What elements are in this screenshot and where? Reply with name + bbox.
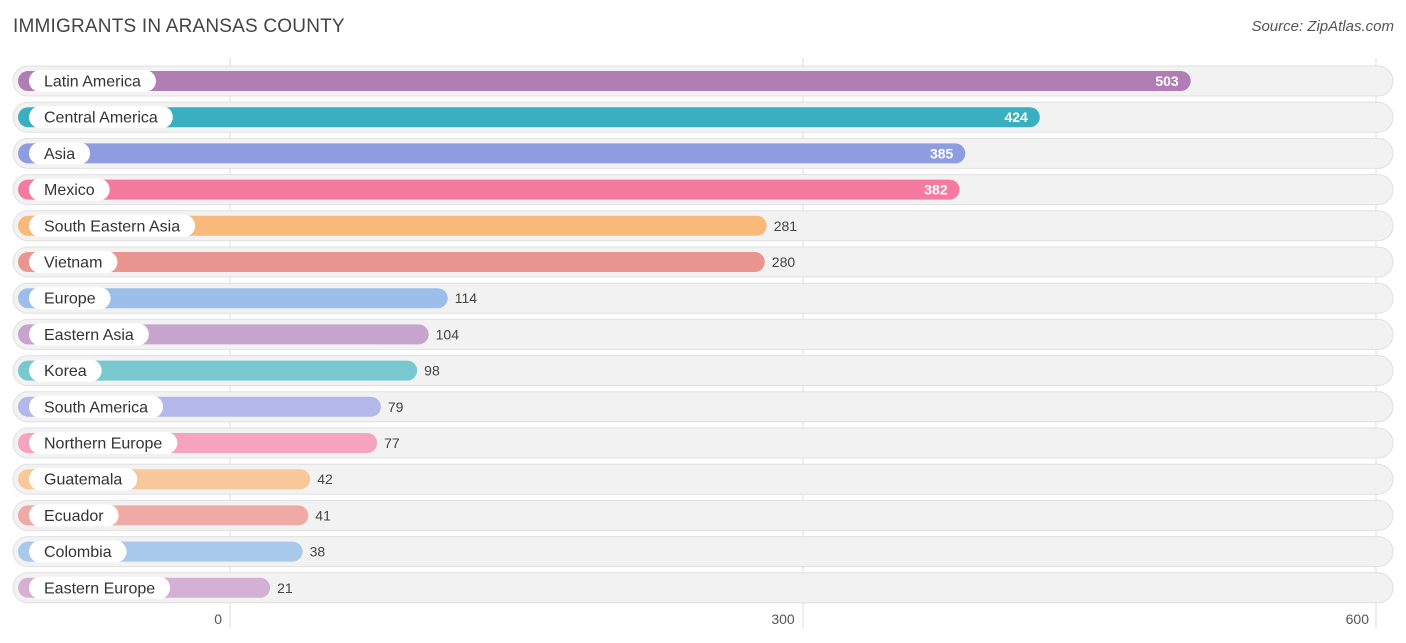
bar-row: Korea 98 xyxy=(12,355,1394,387)
x-tick-label: 0 xyxy=(214,611,222,627)
bar xyxy=(18,143,966,164)
value-label: 38 xyxy=(310,544,326,560)
label-pill xyxy=(29,214,196,237)
bar-row: South Eastern Asia 281 xyxy=(12,210,1394,242)
x-tick-label: 600 xyxy=(1346,611,1370,627)
category-label: Asia xyxy=(44,146,75,163)
bar-row: Eastern Europe 21 xyxy=(12,572,1394,604)
value-label: 114 xyxy=(455,290,478,306)
value-label: 281 xyxy=(774,218,798,234)
bar-row: Central America 424 xyxy=(12,101,1394,133)
value-label: 503 xyxy=(1155,73,1179,89)
bar-row: Europe 114 xyxy=(12,282,1394,314)
value-label: 42 xyxy=(317,471,333,487)
category-label: Central America xyxy=(44,110,158,127)
bar-track xyxy=(12,536,1394,568)
bar xyxy=(18,107,1040,128)
value-label: 104 xyxy=(436,326,460,342)
bar-track xyxy=(12,499,1394,531)
label-pill xyxy=(29,142,91,165)
bar-row: South America 79 xyxy=(12,391,1394,423)
bar xyxy=(18,215,767,236)
label-pill xyxy=(29,395,164,418)
label-pill xyxy=(29,106,173,129)
bar xyxy=(18,360,418,381)
bar-row: Ecuador 41 xyxy=(12,499,1394,531)
value-label: 21 xyxy=(277,580,293,596)
label-pill xyxy=(29,178,110,201)
value-label: 98 xyxy=(424,363,440,379)
value-label: 41 xyxy=(315,507,331,523)
label-pill xyxy=(29,468,138,491)
category-label: Guatemala xyxy=(44,472,122,489)
source-note: Source: ZipAtlas.com xyxy=(1251,18,1394,35)
bar-row: Asia 385 xyxy=(12,137,1394,169)
bar-row: Eastern Asia 104 xyxy=(12,318,1394,350)
value-label: 382 xyxy=(924,182,948,198)
value-label: 424 xyxy=(1004,109,1028,125)
label-pill xyxy=(29,70,156,92)
label-pill xyxy=(29,504,119,527)
category-label: South Eastern Asia xyxy=(44,218,180,235)
category-label: Latin America xyxy=(44,74,141,91)
label-pill xyxy=(29,576,171,599)
label-pill xyxy=(29,287,111,310)
category-label: Eastern Europe xyxy=(44,580,155,597)
category-label: Vietnam xyxy=(44,255,102,272)
bar-track xyxy=(12,463,1394,495)
value-label: 385 xyxy=(930,145,954,161)
label-pill xyxy=(29,432,178,454)
category-label: Ecuador xyxy=(44,508,104,525)
category-label: Europe xyxy=(44,291,96,308)
value-label: 280 xyxy=(772,254,796,270)
label-pill xyxy=(29,251,118,273)
label-pill xyxy=(29,323,149,346)
category-label: Eastern Asia xyxy=(44,327,134,344)
value-label: 77 xyxy=(384,435,400,451)
bar-row: Latin America 503 xyxy=(12,65,1394,97)
bar xyxy=(18,288,448,309)
bar xyxy=(18,179,960,200)
label-pill xyxy=(29,540,127,563)
category-label: Mexico xyxy=(44,182,95,199)
label-pill xyxy=(29,359,102,382)
chart-title: IMMIGRANTS IN ARANSAS COUNTY xyxy=(13,16,345,37)
bar xyxy=(18,71,1191,91)
bar-track xyxy=(12,572,1394,604)
bar xyxy=(18,252,765,272)
bar-row: Vietnam 280 xyxy=(12,246,1394,278)
category-label: South America xyxy=(44,399,148,416)
bar-row: Mexico 382 xyxy=(12,174,1394,206)
category-label: Korea xyxy=(44,363,87,380)
bar-row: Colombia 38 xyxy=(12,536,1394,568)
category-label: Colombia xyxy=(44,544,112,561)
value-label: 79 xyxy=(388,399,404,415)
category-label: Northern Europe xyxy=(44,436,162,453)
x-tick-label: 300 xyxy=(771,611,795,627)
bar-row: Northern Europe 77 xyxy=(12,427,1394,459)
bar-row: Guatemala 42 xyxy=(12,463,1394,495)
